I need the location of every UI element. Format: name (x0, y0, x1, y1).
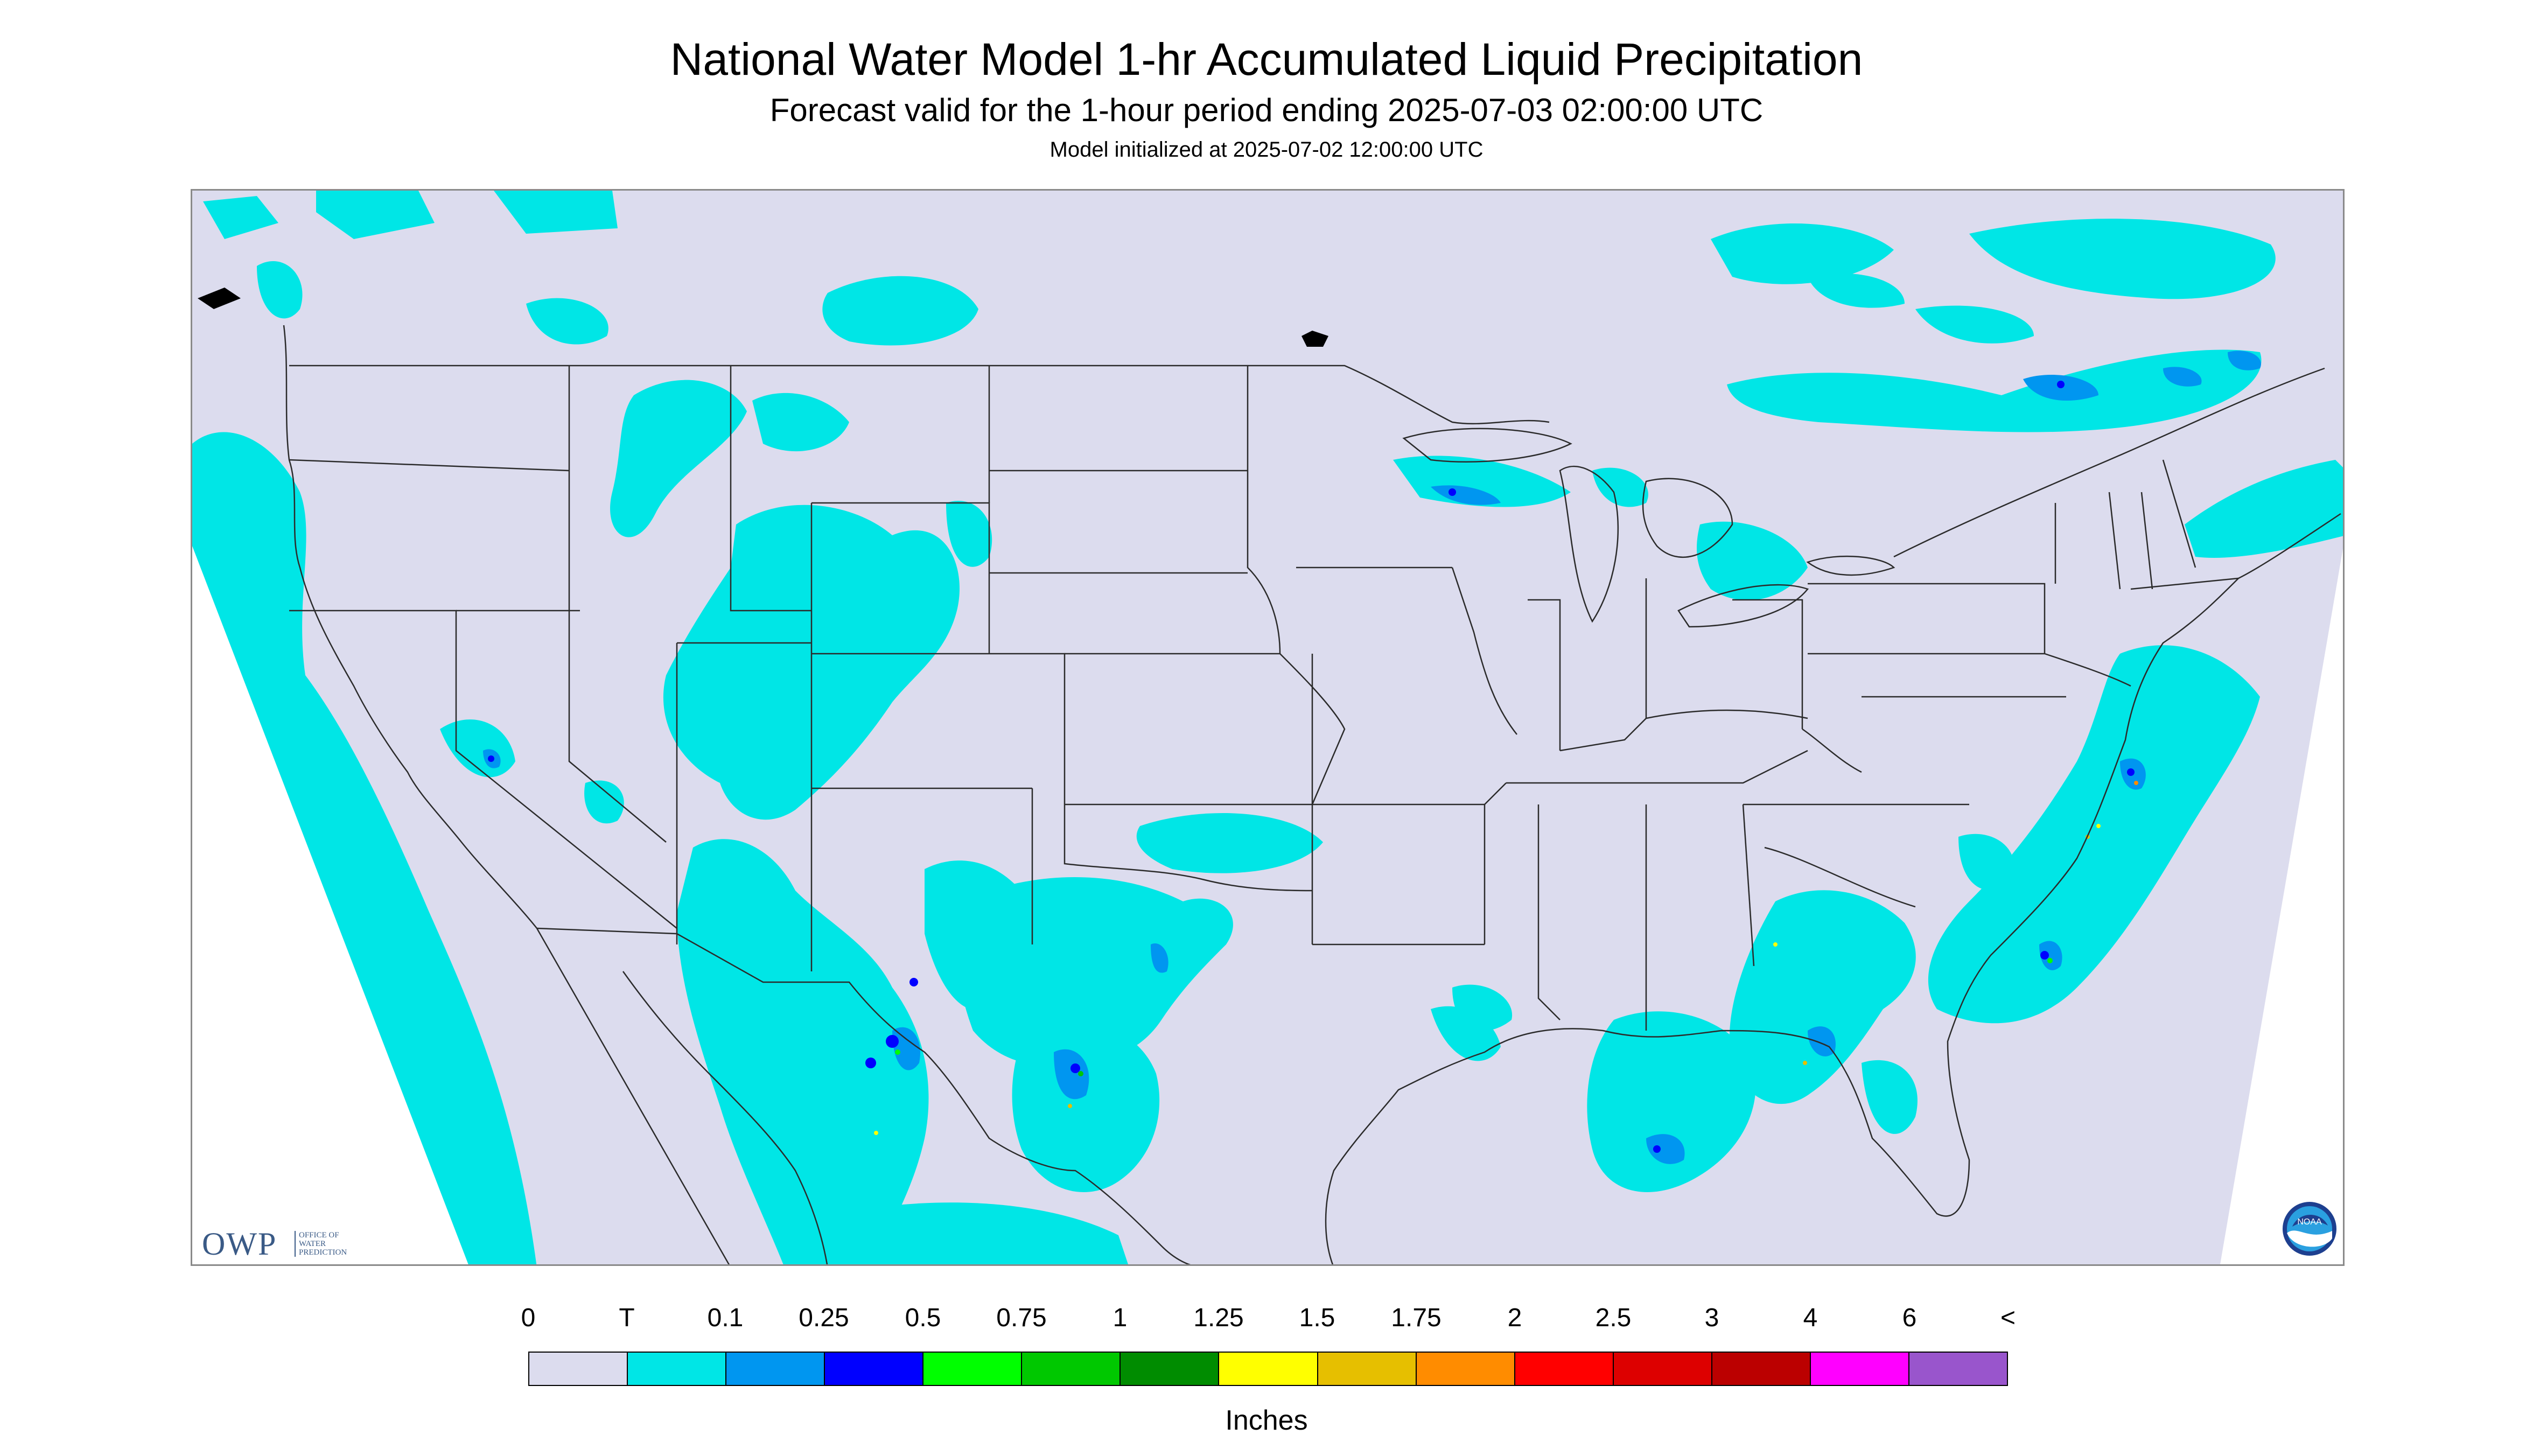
map-canvas (192, 191, 2343, 1264)
legend-label: 1 (1112, 1304, 1128, 1332)
legend-units: Inches (1225, 1405, 1308, 1436)
legend-swatch (627, 1353, 726, 1385)
legend-swatch (1514, 1353, 1613, 1385)
owp-logo-text: OFFICE OF WATER PREDICTION (295, 1231, 358, 1257)
noaa-logo-icon: NOAA (2283, 1202, 2336, 1256)
legend-swatch (1021, 1353, 1120, 1385)
owp-logo-letters: OWP (202, 1226, 277, 1262)
model-domain (192, 191, 2343, 1264)
forecast-valid-subtitle: Forecast valid for the 1-hour period end… (769, 92, 1764, 128)
legend-swatch (1119, 1353, 1219, 1385)
legend-swatch (824, 1353, 923, 1385)
legend-swatch (1415, 1353, 1514, 1385)
legend-labels: 0 T 0.1 0.25 0.5 0.75 1 1.25 1.5 1.75 2 … (0, 1305, 2533, 1338)
legend-label: 0.25 (799, 1304, 849, 1332)
boundary-lines (283, 325, 2341, 1264)
noaa-logo-text: NOAA (2297, 1217, 2322, 1227)
legend-label: 3 (1704, 1304, 1719, 1332)
legend-swatch (1317, 1353, 1416, 1385)
legend-label: 1.5 (1299, 1304, 1335, 1332)
legend-label: T (619, 1304, 635, 1332)
legend-label: 0 (521, 1304, 536, 1332)
legend-swatch (725, 1353, 824, 1385)
model-init-text: Model initialized at 2025-07-02 12:00:00… (1049, 138, 1484, 162)
legend-label: < (2000, 1304, 2016, 1332)
legend-swatch (1908, 1353, 2007, 1385)
legend-label: 2.5 (1595, 1304, 1632, 1332)
legend-swatch (529, 1353, 627, 1385)
legend-label: 2 (1507, 1304, 1522, 1332)
precipitation-map: OWP OFFICE OF WATER PREDICTION NOAA (191, 189, 2345, 1266)
legend-color-bar (528, 1352, 2008, 1386)
legend-label: 0.5 (905, 1304, 941, 1332)
legend-swatch (1711, 1353, 1810, 1385)
legend-swatch (922, 1353, 1021, 1385)
legend-label: 1.75 (1391, 1304, 1442, 1332)
legend-swatch (1612, 1353, 1711, 1385)
legend-label: 1.25 (1193, 1304, 1244, 1332)
legend-label: 0.1 (707, 1304, 744, 1332)
legend-swatch (1218, 1353, 1317, 1385)
legend-label: 0.75 (996, 1304, 1047, 1332)
legend-swatch (1809, 1353, 1908, 1385)
map-title: National Water Model 1-hr Accumulated Li… (670, 34, 1863, 85)
legend-label: 6 (1902, 1304, 1917, 1332)
legend-label: 4 (1803, 1304, 1818, 1332)
